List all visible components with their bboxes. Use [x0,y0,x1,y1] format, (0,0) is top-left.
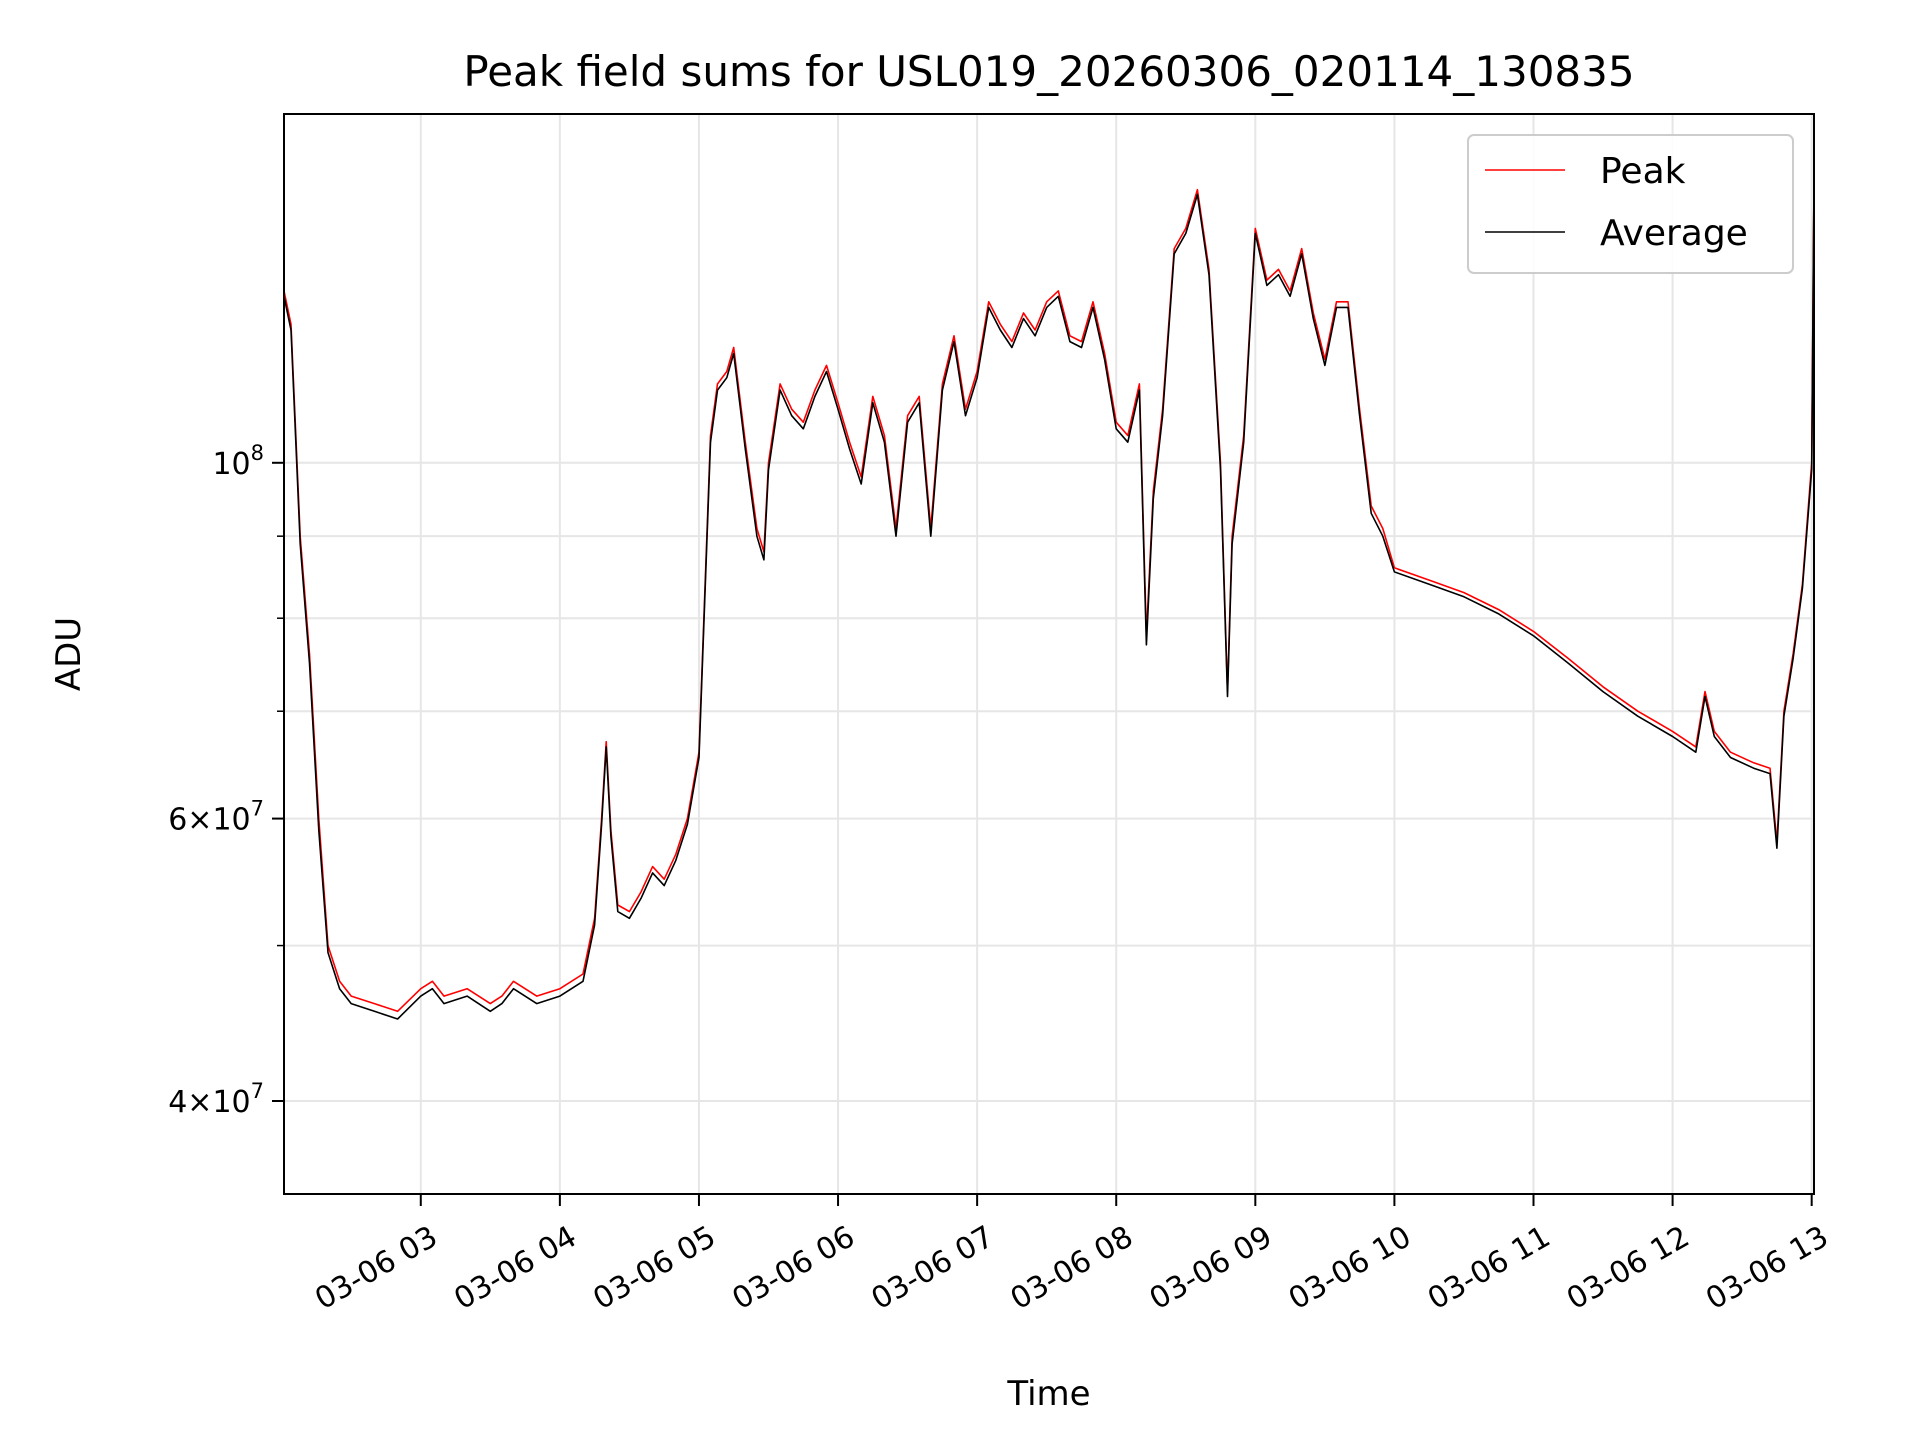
chart-title: Peak field sums for USL019_20260306_0201… [463,47,1634,96]
y-axis-label: ADU [49,617,89,691]
plot-area [284,180,1814,1020]
y-tick-label: 6×107 [168,797,264,838]
legend-label-average: Average [1600,213,1748,254]
y-tick-label: 4×107 [168,1079,264,1120]
legend: Peak Average [1467,134,1794,274]
plot-frame [283,113,1815,1195]
series-line-average [284,184,1814,1020]
x-axis-label: Time [1006,1374,1090,1414]
legend-label-peak: Peak [1600,151,1686,192]
grid-lines [284,114,1814,1194]
y-tick-label: 108 [212,441,264,482]
series-line-peak [284,180,1814,1013]
y-axis: 4×107 6×107 108 [168,441,284,1120]
